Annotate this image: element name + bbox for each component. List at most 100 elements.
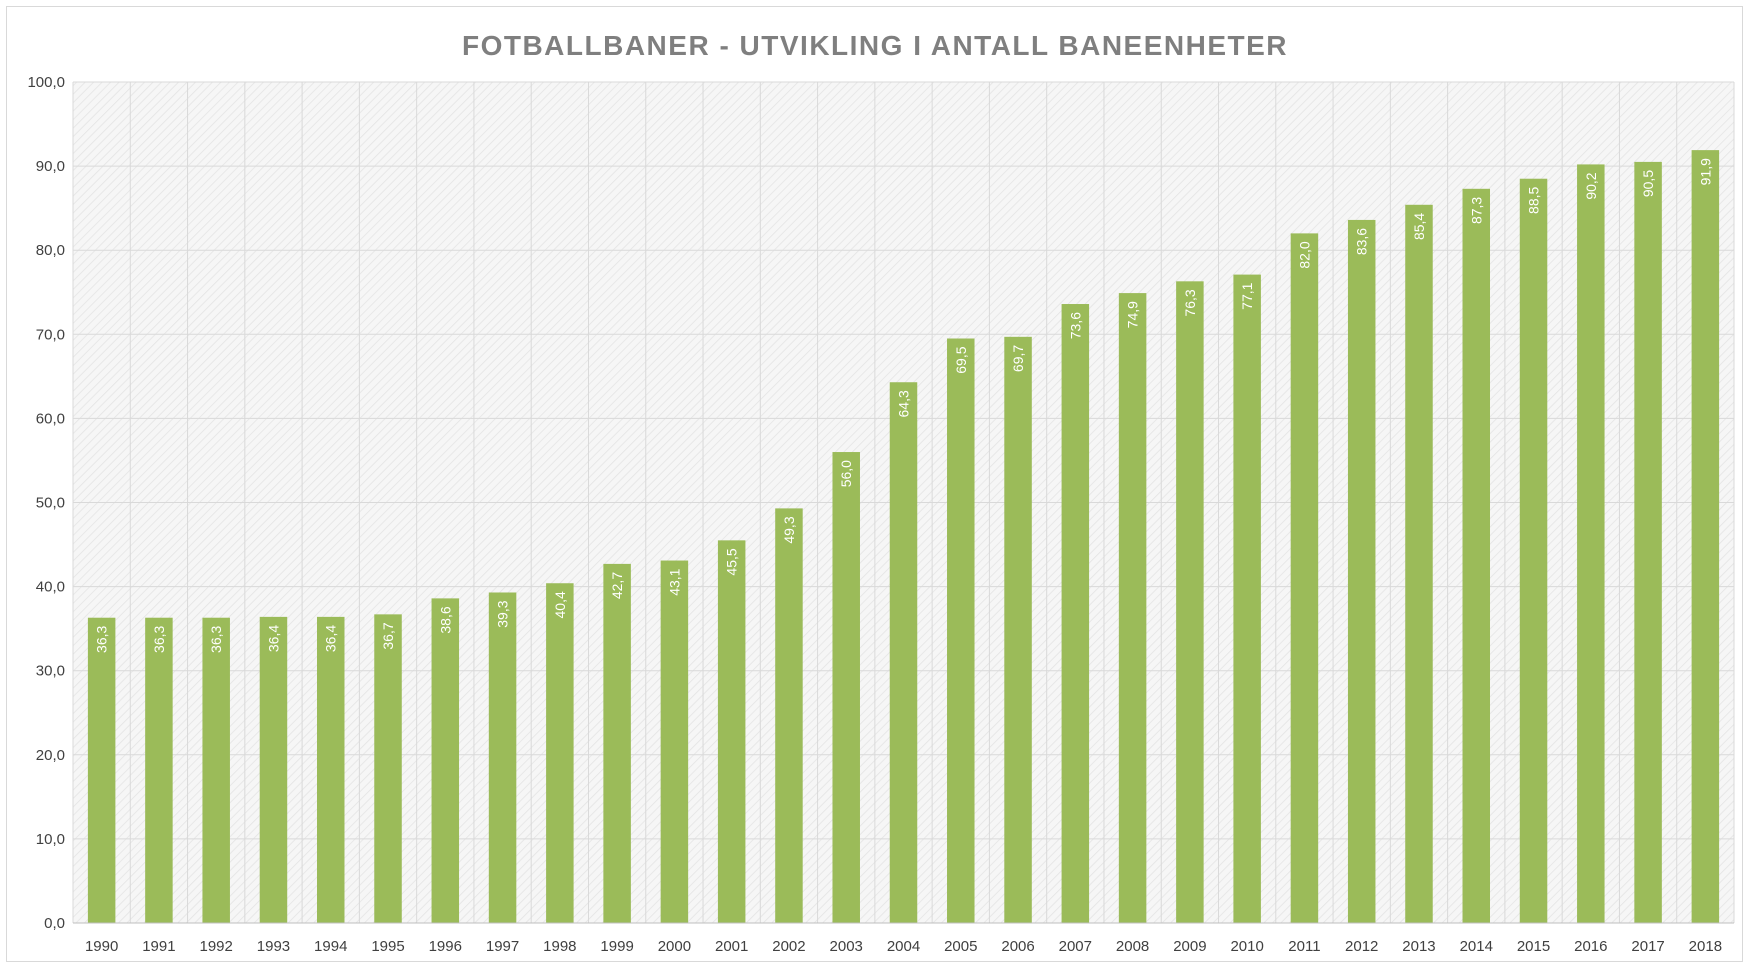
bar	[202, 617, 230, 923]
data-label: 90,5	[1640, 170, 1656, 197]
x-tick-label: 2000	[658, 938, 691, 955]
data-label: 90,2	[1583, 172, 1599, 199]
data-label: 69,5	[953, 346, 969, 373]
bar	[1004, 336, 1032, 923]
data-label: 85,4	[1411, 213, 1427, 240]
x-tick-label: 2007	[1059, 938, 1092, 955]
bar	[1405, 204, 1433, 923]
data-label: 73,6	[1067, 312, 1083, 339]
bar	[775, 508, 803, 923]
bar	[145, 617, 173, 923]
data-label: 87,3	[1468, 197, 1484, 224]
y-tick-label: 40,0	[36, 579, 65, 596]
x-tick-label: 1996	[429, 938, 462, 955]
x-tick-label: 2001	[715, 938, 748, 955]
data-label: 39,3	[495, 600, 511, 627]
x-tick-label: 2015	[1517, 938, 1550, 955]
chart-frame: FOTBALLBANER - UTVIKLING I ANTALL BANEEN…	[6, 6, 1743, 962]
y-tick-label: 90,0	[36, 158, 65, 175]
data-label: 36,3	[208, 626, 224, 653]
data-label: 77,1	[1239, 282, 1255, 309]
bar	[947, 338, 975, 923]
bar	[1519, 178, 1548, 924]
x-tick-label: 2002	[772, 938, 805, 955]
data-label: 91,9	[1697, 158, 1713, 185]
data-label: 38,6	[437, 606, 453, 633]
bar	[1290, 233, 1319, 923]
x-tick-label: 1992	[200, 938, 233, 955]
data-label: 88,5	[1526, 187, 1542, 214]
data-label: 76,3	[1182, 289, 1198, 316]
bars	[87, 150, 1720, 924]
x-axis-ticks: 1990 1991 1992 1993 1994 1995 1996 1997 1998 1999…	[85, 938, 1722, 955]
data-label: 56,0	[838, 460, 854, 487]
x-tick-label: 1991	[142, 938, 175, 955]
x-tick-label: 2005	[944, 938, 977, 955]
x-tick-label: 2008	[1116, 938, 1149, 955]
x-tick-label: 1998	[543, 938, 576, 955]
bar	[832, 452, 860, 923]
x-tick-label: 2003	[830, 938, 863, 955]
x-tick-label: 1999	[600, 938, 633, 955]
y-tick-label: 60,0	[36, 410, 65, 427]
x-tick-label: 2016	[1574, 938, 1607, 955]
data-label: 36,7	[380, 622, 396, 649]
x-tick-label: 2010	[1230, 938, 1263, 955]
bar-data-labels: 36,3 36,3 36,3 36,4 36,4 36,7 38,6 39,3 40,4 42,7…	[94, 158, 1714, 653]
bar	[1233, 274, 1261, 923]
x-tick-label: 1990	[85, 938, 118, 955]
bar	[603, 563, 631, 923]
data-label: 40,4	[552, 591, 568, 618]
y-axis-ticks: 0,0 10,0 20,0 30,0 40,0 50,0 60,0 70,0 80,0 90,0 1…	[27, 74, 65, 932]
bar	[1118, 293, 1147, 923]
bar	[1176, 281, 1204, 923]
bar	[316, 616, 345, 923]
data-label: 83,6	[1354, 228, 1370, 255]
bar	[488, 592, 517, 923]
data-label: 36,3	[94, 626, 110, 653]
data-label: 64,3	[896, 390, 912, 417]
x-tick-label: 2011	[1288, 938, 1320, 955]
data-label: 69,7	[1010, 345, 1026, 372]
data-label: 82,0	[1296, 241, 1312, 268]
bar	[889, 382, 918, 923]
y-tick-label: 80,0	[36, 242, 65, 259]
bar	[1462, 188, 1491, 923]
bar	[1691, 150, 1720, 924]
bar	[1634, 161, 1662, 923]
data-label: 36,4	[265, 625, 281, 652]
x-tick-label: 2014	[1460, 938, 1493, 955]
y-tick-label: 20,0	[36, 747, 65, 764]
bar	[1347, 219, 1376, 923]
bar	[660, 560, 689, 923]
gridlines	[72, 81, 1735, 924]
bar-chart: FOTBALLBANER - UTVIKLING I ANTALL BANEEN…	[27, 30, 1735, 955]
bar	[717, 540, 746, 923]
x-tick-label: 1997	[486, 938, 519, 955]
y-tick-label: 50,0	[36, 495, 65, 512]
x-tick-label: 2017	[1631, 938, 1664, 955]
y-tick-label: 0,0	[44, 915, 65, 932]
x-tick-label: 2009	[1173, 938, 1206, 955]
x-tick-label: 1993	[257, 938, 290, 955]
y-tick-label: 10,0	[36, 831, 65, 848]
bar	[87, 617, 116, 923]
y-tick-label: 30,0	[36, 663, 65, 680]
data-label: 42,7	[609, 572, 625, 599]
bar	[1577, 164, 1605, 924]
x-tick-label: 2018	[1689, 938, 1722, 955]
x-tick-label: 2012	[1345, 938, 1378, 955]
y-tick-label: 70,0	[36, 326, 65, 343]
data-label: 45,5	[724, 548, 740, 575]
bar	[259, 616, 288, 923]
bar	[1061, 304, 1090, 923]
data-label: 74,9	[1125, 301, 1141, 328]
bar	[374, 614, 402, 923]
data-label: 36,3	[151, 626, 167, 653]
y-tick-label: 100,0	[27, 74, 65, 91]
data-label: 49,3	[781, 516, 797, 543]
x-tick-label: 2013	[1402, 938, 1435, 955]
x-tick-label: 1995	[371, 938, 404, 955]
bar	[546, 583, 574, 923]
chart-title: FOTBALLBANER - UTVIKLING I ANTALL BANEEN…	[462, 30, 1288, 61]
